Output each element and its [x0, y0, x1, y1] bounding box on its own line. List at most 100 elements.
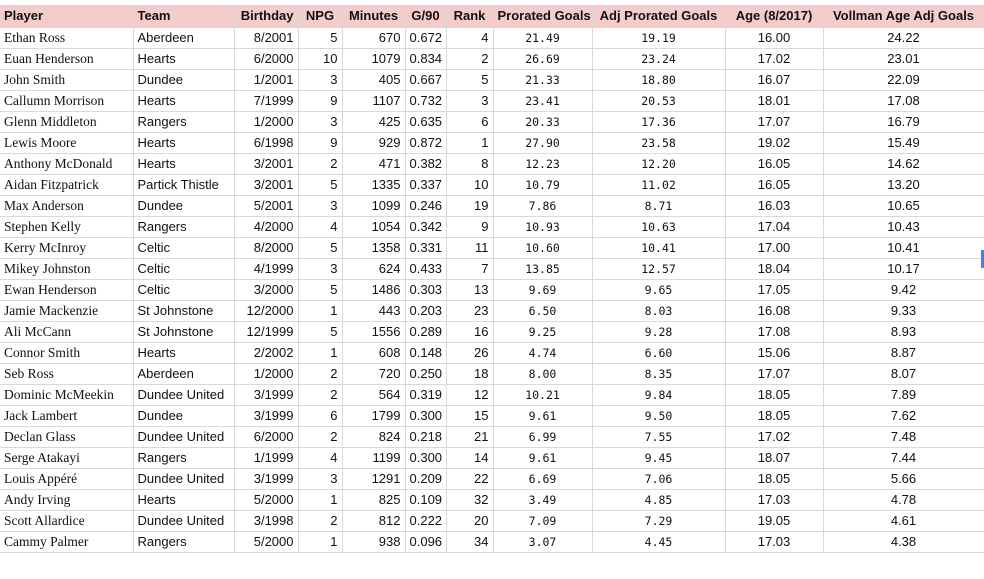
cell-player[interactable]: Max Anderson: [0, 195, 134, 217]
cell-birthday[interactable]: 7/1999: [234, 90, 299, 112]
cell-prorated-goals[interactable]: 20.33: [493, 111, 593, 133]
cell-team[interactable]: Hearts: [133, 489, 235, 511]
cell-prorated-goals[interactable]: 6.69: [493, 468, 593, 490]
cell-rank[interactable]: 3: [446, 90, 494, 112]
cell-g90[interactable]: 0.337: [405, 174, 447, 196]
cell-birthday[interactable]: 3/1998: [234, 510, 299, 532]
cell-npg[interactable]: 2: [298, 510, 343, 532]
cell-birthday[interactable]: 4/1999: [234, 258, 299, 280]
cell-g90[interactable]: 0.218: [405, 426, 447, 448]
cell-rank[interactable]: 15: [446, 405, 494, 427]
cell-vollman-age-adj-goals[interactable]: 9.33: [823, 300, 984, 322]
cell-vollman-age-adj-goals[interactable]: 23.01: [823, 48, 984, 70]
cell-minutes[interactable]: 1107: [342, 90, 406, 112]
cell-adj-prorated-goals[interactable]: 10.41: [592, 237, 726, 259]
cell-npg[interactable]: 2: [298, 426, 343, 448]
cell-age[interactable]: 17.03: [725, 489, 824, 511]
cell-g90[interactable]: 0.319: [405, 384, 447, 406]
cell-minutes[interactable]: 1199: [342, 447, 406, 469]
cell-rank[interactable]: 34: [446, 531, 494, 553]
cell-npg[interactable]: 5: [298, 321, 343, 343]
cell-minutes[interactable]: 1486: [342, 279, 406, 301]
cell-g90[interactable]: 0.667: [405, 69, 447, 91]
cell-birthday[interactable]: 6/2000: [234, 426, 299, 448]
cell-g90[interactable]: 0.382: [405, 153, 447, 175]
header-vollman-age-adj-goals[interactable]: Vollman Age Adj Goals: [823, 5, 984, 28]
cell-g90[interactable]: 0.635: [405, 111, 447, 133]
cell-minutes[interactable]: 825: [342, 489, 406, 511]
cell-vollman-age-adj-goals[interactable]: 7.62: [823, 405, 984, 427]
header-g90[interactable]: G/90: [405, 5, 447, 28]
cell-rank[interactable]: 9: [446, 216, 494, 238]
cell-rank[interactable]: 4: [446, 27, 494, 49]
cell-prorated-goals[interactable]: 4.74: [493, 342, 593, 364]
cell-vollman-age-adj-goals[interactable]: 13.20: [823, 174, 984, 196]
cell-rank[interactable]: 10: [446, 174, 494, 196]
cell-minutes[interactable]: 443: [342, 300, 406, 322]
cell-vollman-age-adj-goals[interactable]: 8.07: [823, 363, 984, 385]
cell-age[interactable]: 16.07: [725, 69, 824, 91]
cell-team[interactable]: Hearts: [133, 153, 235, 175]
cell-npg[interactable]: 2: [298, 363, 343, 385]
cell-prorated-goals[interactable]: 13.85: [493, 258, 593, 280]
cell-age[interactable]: 16.05: [725, 174, 824, 196]
cell-birthday[interactable]: 3/2001: [234, 174, 299, 196]
cell-birthday[interactable]: 8/2001: [234, 27, 299, 49]
cell-g90[interactable]: 0.148: [405, 342, 447, 364]
cell-minutes[interactable]: 1054: [342, 216, 406, 238]
cell-age[interactable]: 18.07: [725, 447, 824, 469]
cell-prorated-goals[interactable]: 9.25: [493, 321, 593, 343]
cell-player[interactable]: Euan Henderson: [0, 48, 134, 70]
cell-age[interactable]: 17.07: [725, 363, 824, 385]
cell-age[interactable]: 17.03: [725, 531, 824, 553]
cell-adj-prorated-goals[interactable]: 7.29: [592, 510, 726, 532]
cell-prorated-goals[interactable]: 8.00: [493, 363, 593, 385]
cell-team[interactable]: St Johnstone: [133, 321, 235, 343]
cell-minutes[interactable]: 938: [342, 531, 406, 553]
cell-vollman-age-adj-goals[interactable]: 14.62: [823, 153, 984, 175]
cell-player[interactable]: Serge Atakayi: [0, 447, 134, 469]
cell-g90[interactable]: 0.250: [405, 363, 447, 385]
cell-vollman-age-adj-goals[interactable]: 8.93: [823, 321, 984, 343]
cell-npg[interactable]: 3: [298, 195, 343, 217]
cell-minutes[interactable]: 405: [342, 69, 406, 91]
cell-adj-prorated-goals[interactable]: 7.55: [592, 426, 726, 448]
cell-birthday[interactable]: 5/2000: [234, 489, 299, 511]
cell-rank[interactable]: 23: [446, 300, 494, 322]
cell-birthday[interactable]: 12/1999: [234, 321, 299, 343]
cell-age[interactable]: 16.03: [725, 195, 824, 217]
cell-team[interactable]: Dundee United: [133, 510, 235, 532]
cell-player[interactable]: Andy Irving: [0, 489, 134, 511]
cell-prorated-goals[interactable]: 7.86: [493, 195, 593, 217]
cell-player[interactable]: Louis Appéré: [0, 468, 134, 490]
cell-rank[interactable]: 21: [446, 426, 494, 448]
cell-minutes[interactable]: 1291: [342, 468, 406, 490]
cell-team[interactable]: Hearts: [133, 132, 235, 154]
cell-player[interactable]: John Smith: [0, 69, 134, 91]
cell-npg[interactable]: 3: [298, 111, 343, 133]
cell-adj-prorated-goals[interactable]: 9.84: [592, 384, 726, 406]
cell-npg[interactable]: 9: [298, 90, 343, 112]
cell-adj-prorated-goals[interactable]: 17.36: [592, 111, 726, 133]
cell-age[interactable]: 18.05: [725, 468, 824, 490]
cell-team[interactable]: Dundee United: [133, 468, 235, 490]
cell-npg[interactable]: 3: [298, 468, 343, 490]
cell-player[interactable]: Aidan Fitzpatrick: [0, 174, 134, 196]
cell-adj-prorated-goals[interactable]: 8.71: [592, 195, 726, 217]
header-age[interactable]: Age (8/2017): [725, 5, 824, 28]
cell-age[interactable]: 17.00: [725, 237, 824, 259]
header-rank[interactable]: Rank: [446, 5, 494, 28]
cell-birthday[interactable]: 3/1999: [234, 405, 299, 427]
cell-vollman-age-adj-goals[interactable]: 7.89: [823, 384, 984, 406]
cell-npg[interactable]: 1: [298, 342, 343, 364]
cell-team[interactable]: Dundee United: [133, 384, 235, 406]
cell-g90[interactable]: 0.289: [405, 321, 447, 343]
cell-minutes[interactable]: 929: [342, 132, 406, 154]
cell-player[interactable]: Connor Smith: [0, 342, 134, 364]
cell-age[interactable]: 18.04: [725, 258, 824, 280]
cell-g90[interactable]: 0.300: [405, 405, 447, 427]
cell-vollman-age-adj-goals[interactable]: 4.78: [823, 489, 984, 511]
cell-player[interactable]: Kerry McInroy: [0, 237, 134, 259]
cell-vollman-age-adj-goals[interactable]: 17.08: [823, 90, 984, 112]
cell-prorated-goals[interactable]: 21.33: [493, 69, 593, 91]
